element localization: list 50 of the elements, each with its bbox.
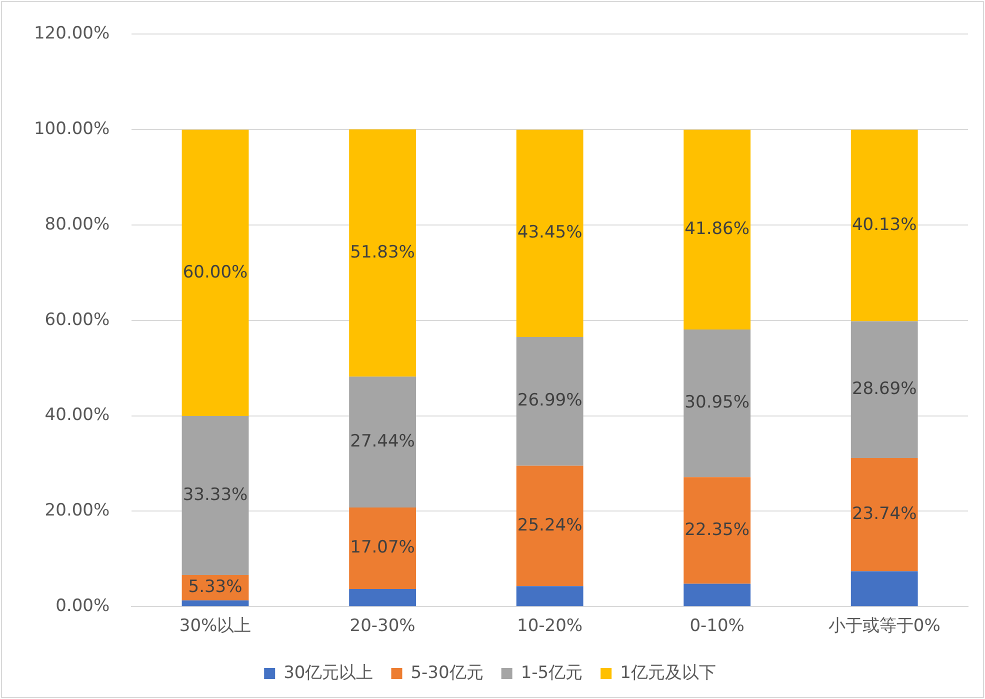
data-label: 60.00%	[182, 262, 248, 282]
data-label: 30.95%	[684, 392, 750, 413]
bar	[850, 458, 918, 572]
bar	[850, 571, 918, 606]
data-label: 43.45%	[517, 222, 582, 243]
data-label: 33.33%	[182, 484, 248, 505]
legend-label: 1-5亿元	[520, 662, 583, 683]
data-label: 26.99%	[517, 390, 582, 411]
x-tick-label: 20-30%	[350, 616, 416, 636]
legend-label: 5-30亿元	[410, 662, 484, 683]
bar	[349, 508, 416, 589]
y-tick-label: 100.00%	[34, 119, 110, 140]
data-label: 23.74%	[852, 504, 917, 524]
bar	[182, 416, 249, 575]
bar	[349, 129, 416, 377]
y-tick-label: 120.00%	[34, 24, 110, 44]
y-tick-label: 80.00%	[44, 214, 110, 234]
data-label: 22.35%	[684, 520, 750, 540]
bar	[349, 376, 416, 508]
data-label: 28.69%	[852, 379, 917, 400]
legend-label: 30亿元以上	[284, 662, 374, 683]
bar	[684, 130, 751, 330]
data-label: 25.24%	[517, 515, 582, 536]
bar	[182, 130, 249, 416]
y-tick-label: 20.00%	[44, 500, 110, 521]
y-tick-label: 40.00%	[44, 405, 110, 426]
data-label: 40.13%	[852, 214, 917, 235]
x-tick-label: 0-10%	[690, 616, 744, 636]
y-tick-label: 60.00%	[44, 310, 110, 330]
bar	[516, 586, 584, 606]
bar	[516, 130, 584, 337]
x-tick-label: 小于或等于0%	[828, 616, 940, 636]
bar	[850, 321, 918, 458]
bar	[349, 588, 416, 606]
bar	[684, 329, 751, 478]
data-label: 17.07%	[350, 538, 415, 558]
data-label: 27.44%	[350, 432, 415, 452]
data-label: 51.83%	[350, 242, 415, 262]
data-label: 41.86%	[684, 219, 750, 240]
bar	[516, 336, 584, 466]
bar	[516, 466, 584, 586]
legend-label: 1亿元及以下	[620, 662, 716, 683]
x-tick-label: 30%以上	[179, 616, 252, 636]
y-tick-label: 0.00%	[56, 596, 110, 616]
data-label: 5.33%	[188, 577, 242, 598]
bar	[684, 584, 751, 606]
x-tick-label: 10-20%	[517, 616, 583, 636]
bar	[684, 477, 751, 584]
bar	[182, 600, 249, 606]
bar	[850, 130, 918, 322]
